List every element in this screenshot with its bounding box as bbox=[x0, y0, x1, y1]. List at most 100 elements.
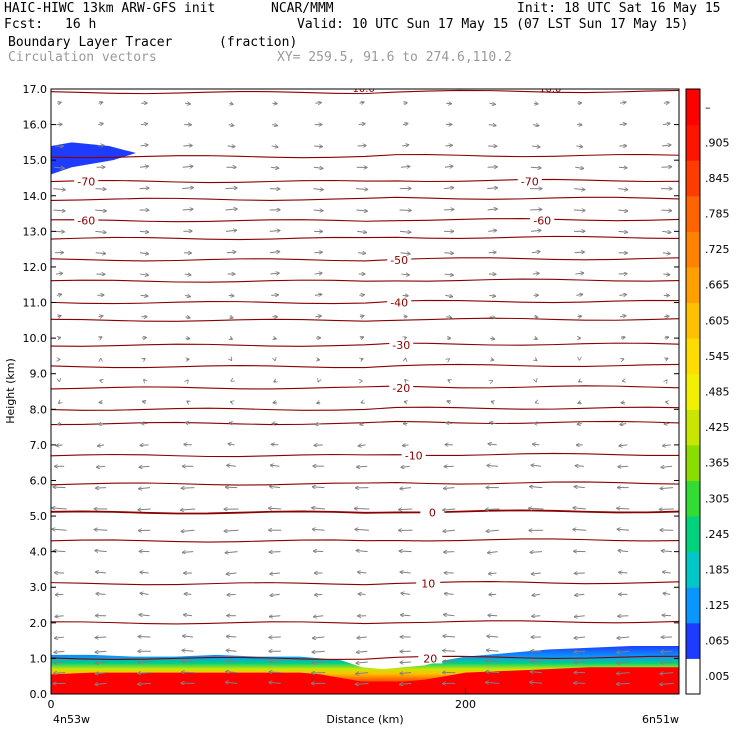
circulation-vector bbox=[55, 273, 63, 274]
y-tick-label: 8.0 bbox=[30, 403, 48, 416]
circulation-vector bbox=[619, 124, 627, 125]
circulation-vector bbox=[140, 593, 149, 594]
circulation-vector bbox=[312, 662, 326, 663]
y-axis-title: Height (km) bbox=[4, 358, 17, 424]
contour-line bbox=[51, 196, 679, 201]
contour-label: -70 bbox=[77, 176, 95, 189]
circulation-vector bbox=[180, 509, 196, 510]
circulation-vector bbox=[271, 146, 278, 147]
circulation-vector bbox=[490, 422, 496, 423]
circulation-vector bbox=[139, 188, 149, 189]
circulation-vector bbox=[356, 550, 368, 551]
circulation-vector bbox=[576, 294, 582, 295]
circulation-vector bbox=[95, 662, 107, 663]
circulation-vector bbox=[400, 253, 411, 254]
circulation-vector bbox=[488, 573, 497, 574]
circulation-vector bbox=[230, 338, 232, 339]
circulation-vector bbox=[52, 508, 67, 509]
colorbar-label: .125 bbox=[705, 599, 730, 612]
circulation-vector bbox=[617, 529, 630, 530]
colorbar-label: .665 bbox=[705, 279, 730, 292]
circulation-vector bbox=[401, 593, 411, 594]
circulation-vector bbox=[138, 488, 151, 489]
circulation-vector bbox=[355, 189, 368, 190]
circulation-vector bbox=[574, 651, 586, 652]
circulation-vector bbox=[661, 210, 671, 211]
circulation-vector bbox=[183, 145, 192, 146]
colorbar-label: .425 bbox=[705, 421, 730, 434]
contour-label-bg bbox=[517, 175, 542, 187]
circulation-vector bbox=[530, 552, 543, 553]
contour-line bbox=[51, 385, 679, 390]
circulation-vector bbox=[269, 230, 280, 231]
contour-line bbox=[51, 257, 679, 262]
circulation-vector bbox=[404, 337, 406, 338]
circulation-vector bbox=[227, 465, 236, 466]
circulation-vector bbox=[181, 672, 195, 673]
circulation-vector bbox=[444, 274, 454, 275]
circulation-vector bbox=[574, 487, 585, 488]
circulation-vector bbox=[530, 230, 541, 231]
circulation-vector bbox=[359, 102, 365, 103]
circulation-vector bbox=[444, 488, 455, 489]
circulation-vector bbox=[490, 338, 494, 339]
circulation-vector bbox=[401, 466, 410, 467]
circulation-vector bbox=[230, 103, 234, 104]
circulation-vector bbox=[531, 573, 541, 574]
circulation-vector bbox=[226, 671, 237, 672]
circulation-vector bbox=[312, 637, 325, 638]
circulation-vector bbox=[95, 673, 107, 674]
contour-line bbox=[51, 299, 679, 305]
circulation-vector bbox=[313, 210, 323, 211]
circulation-vector bbox=[59, 402, 60, 403]
colorbar-label: .005 bbox=[705, 670, 730, 683]
circulation-vector bbox=[616, 673, 630, 674]
circulation-vector bbox=[228, 295, 234, 296]
colorbar-swatch bbox=[686, 302, 700, 339]
circulation-vector bbox=[358, 253, 366, 254]
circulation-vector bbox=[487, 465, 499, 466]
circulation-vector bbox=[530, 487, 543, 488]
circulation-vector bbox=[58, 316, 61, 317]
contour-line bbox=[51, 89, 679, 95]
circulation-vector bbox=[312, 651, 325, 652]
contour-label: -60 bbox=[533, 215, 551, 228]
x-tick-label: 200 bbox=[455, 698, 476, 711]
circulation-vector bbox=[225, 188, 237, 189]
circulation-vector bbox=[491, 401, 493, 402]
colorbar-swatch bbox=[686, 338, 700, 375]
colorbar-swatch bbox=[686, 480, 700, 517]
circulation-vector bbox=[664, 316, 669, 317]
circulation-vector bbox=[95, 488, 107, 489]
contour-label-bg bbox=[418, 652, 443, 664]
circulation-vector bbox=[400, 673, 412, 674]
y-tick-label: 17.0 bbox=[23, 83, 48, 96]
circulation-vector bbox=[575, 167, 583, 168]
circulation-vector bbox=[361, 359, 363, 360]
circulation-vector bbox=[356, 662, 368, 663]
circulation-vector bbox=[485, 682, 500, 683]
circulation-vector bbox=[491, 359, 494, 360]
circulation-vector bbox=[662, 445, 671, 446]
circulation-vector bbox=[661, 167, 671, 168]
contour-label: -10 bbox=[405, 450, 423, 463]
circulation-vector bbox=[486, 650, 499, 651]
circulation-vector bbox=[618, 210, 627, 211]
contour-label-bg bbox=[389, 339, 414, 351]
circulation-vector bbox=[619, 294, 626, 295]
circulation-vector bbox=[446, 423, 452, 424]
colorbar-swatch bbox=[686, 622, 700, 659]
circulation-vector bbox=[399, 231, 411, 232]
circulation-vector bbox=[139, 615, 150, 616]
circulation-vector bbox=[574, 252, 585, 253]
contour-label: -40 bbox=[390, 297, 408, 310]
circulation-vector bbox=[269, 682, 281, 683]
circulation-vector bbox=[182, 650, 194, 651]
circulation-vector bbox=[228, 125, 234, 126]
circulation-vector bbox=[535, 359, 537, 360]
circulation-vector bbox=[359, 316, 364, 317]
circulation-vector bbox=[269, 252, 280, 253]
circulation-vector bbox=[399, 509, 413, 510]
circulation-vector bbox=[533, 444, 540, 445]
colorbar-frame bbox=[685, 88, 701, 695]
